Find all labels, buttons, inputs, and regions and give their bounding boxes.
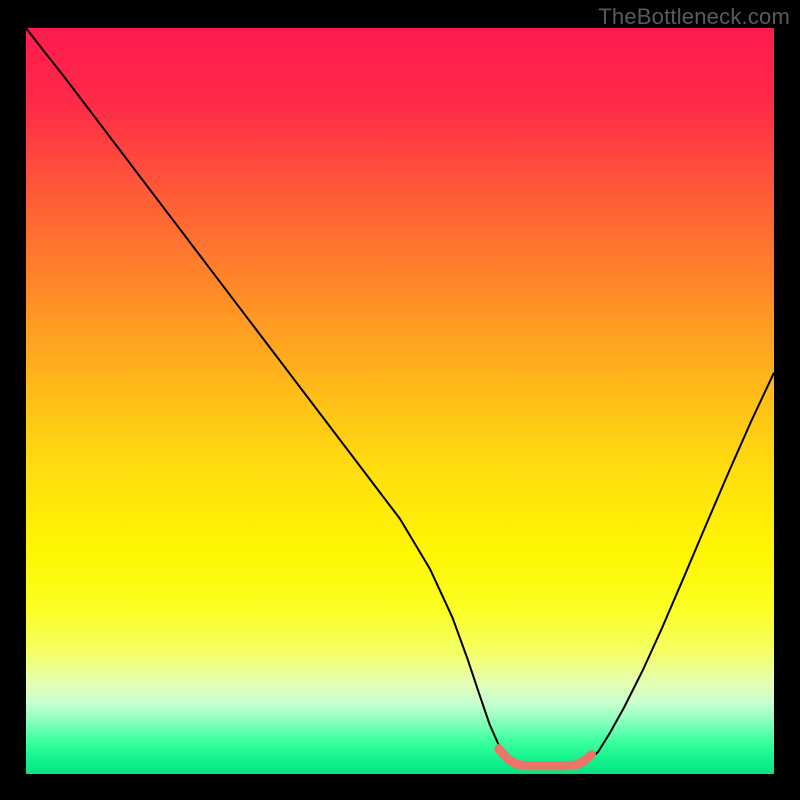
chart-frame: TheBottleneck.com xyxy=(0,0,800,800)
plot-area xyxy=(26,28,774,774)
bottleneck-curve-chart xyxy=(26,28,774,774)
gradient-background xyxy=(26,28,774,774)
attribution-label: TheBottleneck.com xyxy=(598,4,790,30)
